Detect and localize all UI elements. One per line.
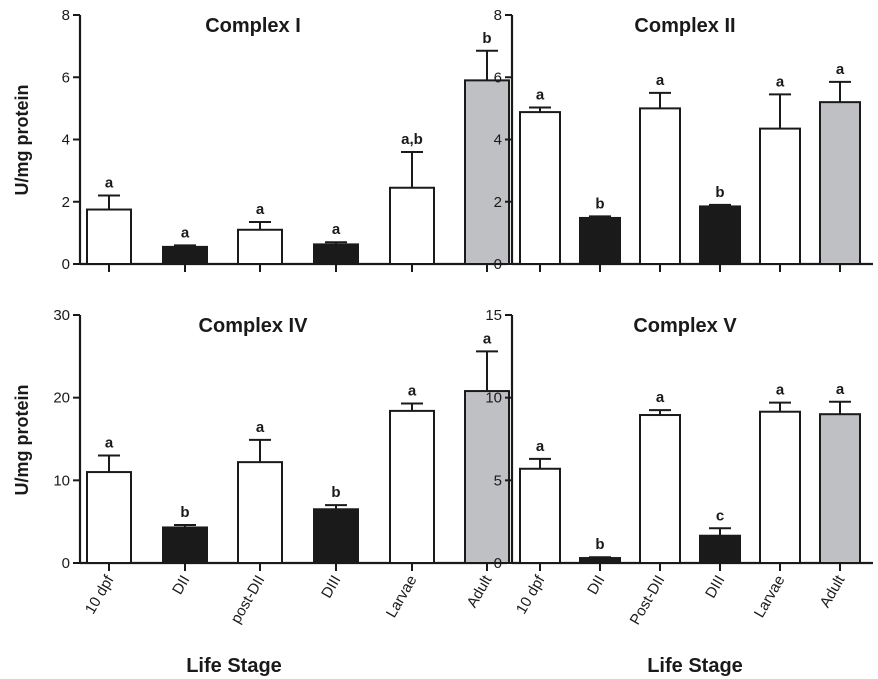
complex-iv-category-label: DII xyxy=(169,573,193,598)
complex-v-category-label: Post-DII xyxy=(627,573,669,628)
complex-ii-bar xyxy=(639,107,681,265)
complex-v-title: Complex V xyxy=(633,315,737,337)
complex-v-category-label: 10 dpf xyxy=(513,572,549,617)
complex-i-y-tick-label: 0 xyxy=(62,256,70,273)
complex-ii-y-tick-label: 2 xyxy=(494,194,502,211)
complex-iv-y-tick-label: 20 xyxy=(53,390,70,407)
complex-v-bar xyxy=(579,557,621,564)
complex-iv-bar-letter: b xyxy=(180,504,189,521)
complex-i-bar xyxy=(162,245,208,266)
complex-iv-bar xyxy=(237,461,283,564)
complex-i-bar xyxy=(313,243,359,265)
complex-ii-bar-letter: a xyxy=(836,61,845,78)
complex-iv-category-label: DIII xyxy=(318,573,344,602)
complex-v-bar-letter: c xyxy=(716,507,724,524)
complex-ii-y-tick-label: 8 xyxy=(494,7,502,24)
complex-v-y-tick-label: 15 xyxy=(485,307,502,324)
complex-i-bar xyxy=(86,208,132,265)
complex-ii-y-tick-label: 6 xyxy=(494,69,502,86)
complex-i-bar xyxy=(389,186,435,265)
complex-i-title: Complex I xyxy=(205,15,301,37)
y-axis-label-top: U/mg protein xyxy=(12,85,32,196)
complex-ii-bar xyxy=(819,101,861,266)
complex-i-y-tick-label: 6 xyxy=(62,69,70,86)
complex-iv-y-tick-label: 10 xyxy=(53,472,70,489)
complex-v-y-tick-label: 10 xyxy=(485,390,502,407)
complex-i-bar-letter: a xyxy=(105,175,114,192)
complex-v-category-label: Adult xyxy=(817,572,849,611)
complex-i-bar-letter: a,b xyxy=(401,131,423,148)
complex-ii-bar-letter: b xyxy=(595,195,604,212)
complex-ii-y-tick-label: 0 xyxy=(494,256,502,273)
complex-v-bar xyxy=(699,534,741,564)
complex-v-bar xyxy=(519,467,561,565)
x-axis-label-right: Life Stage xyxy=(647,655,743,677)
complex-iv-category-label: post-DII xyxy=(227,573,268,627)
complex-v-category-label: Larvae xyxy=(751,573,789,621)
complex-iv-bar-letter: a xyxy=(408,382,417,399)
panel-complex-ii: 0 2 4 6 8 Complex II a b a b a a xyxy=(494,7,873,273)
complex-i-y-tick-label: 8 xyxy=(62,7,70,24)
complex-v-bar-letter: b xyxy=(595,536,604,553)
complex-i-bar-letter: b xyxy=(482,30,491,47)
complex-v-category-label: DII xyxy=(584,573,608,598)
complex-v-bar-letter: a xyxy=(536,438,545,455)
complex-iv-bar-letter: a xyxy=(483,330,492,347)
complex-i-y-tick-label: 2 xyxy=(62,194,70,211)
complex-v-bar xyxy=(639,414,681,564)
complex-iv-category-label: Larvae xyxy=(383,573,421,621)
complex-iv-bar-letter: b xyxy=(331,484,340,501)
panel-complex-iv: 0 10 20 30 Complex IV a 10 dpf b DII a post-DII b DI… xyxy=(53,307,510,627)
x-axis-label-left: Life Stage xyxy=(186,655,282,677)
complex-iv-bar xyxy=(313,508,359,564)
complex-ii-bar xyxy=(699,205,741,265)
complex-i-bar-letter: a xyxy=(181,224,190,241)
complex-v-bar xyxy=(819,413,861,565)
complex-ii-bar-letter: a xyxy=(536,86,545,103)
complex-ii-bar xyxy=(759,127,801,265)
complex-iv-category-label: Adult xyxy=(464,572,496,611)
complex-v-y-tick-label: 0 xyxy=(494,555,502,572)
complex-iv-bar xyxy=(162,526,208,564)
complex-i-bar-letter: a xyxy=(332,221,341,238)
complex-iv-bar-letter: a xyxy=(105,435,114,452)
y-axis-label-bottom: U/mg protein xyxy=(12,385,32,496)
complex-i-bar xyxy=(237,228,283,265)
complex-iv-bar-letter: a xyxy=(256,419,265,436)
panel-complex-i: 0 2 4 6 8 Complex I a a a a a,b b xyxy=(62,7,510,273)
complex-v-category-label: DIII xyxy=(702,573,728,602)
complex-iv-bar xyxy=(464,390,510,565)
complex-ii-title: Complex II xyxy=(634,15,735,37)
complex-v-bar-letter: a xyxy=(656,389,665,406)
complex-i-bar xyxy=(464,79,510,265)
complex-v-bar-letter: a xyxy=(836,381,845,398)
complex-v-bar xyxy=(759,410,801,564)
complex-i-y-tick-label: 4 xyxy=(62,132,70,149)
complex-v-y-tick-label: 5 xyxy=(494,472,502,489)
complex-iv-bar xyxy=(389,409,435,565)
complex-iv-bar xyxy=(86,471,132,565)
complex-iv-y-tick-label: 0 xyxy=(62,555,70,572)
complex-i-bar-letter: a xyxy=(256,201,265,218)
complex-ii-y-tick-label: 4 xyxy=(494,132,502,149)
complex-ii-bar-letter: b xyxy=(715,184,724,201)
complex-v-bar-letter: a xyxy=(776,382,785,399)
complex-ii-bar xyxy=(519,111,561,265)
complex-ii-bar-letter: a xyxy=(656,72,665,89)
complex-iv-title: Complex IV xyxy=(199,315,309,337)
complex-iv-category-label: 10 dpf xyxy=(82,572,118,617)
panel-complex-v: 0 5 10 15 Complex V a 10 dpf b DII a Post-DII c DIII… xyxy=(485,307,873,628)
complex-ii-bar xyxy=(579,216,621,265)
complex-ii-bar-letter: a xyxy=(776,73,785,90)
complex-iv-y-tick-label: 30 xyxy=(53,307,70,324)
